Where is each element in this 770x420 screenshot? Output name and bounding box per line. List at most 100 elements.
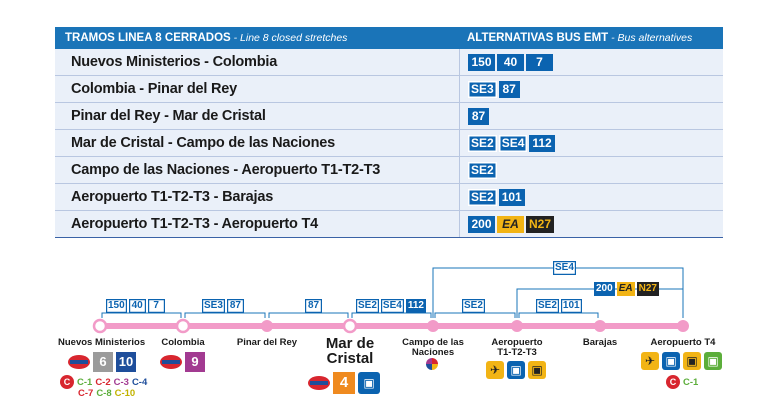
station-dot	[677, 320, 689, 332]
bus-list: 150 40 7	[468, 54, 553, 71]
bus-badge: 87	[305, 299, 322, 313]
bus-badge: SE4	[553, 261, 576, 275]
metro-line-badge: 4	[333, 372, 355, 394]
stretch-label: Colombia - Pinar del Rey	[71, 81, 238, 97]
bus-icon: ▣	[662, 352, 680, 370]
airport-t4-connections: ✈ ▣ ▣ ▣	[641, 352, 722, 370]
bus-badge: 7	[147, 299, 165, 313]
bus-badge: SE3	[202, 299, 225, 313]
cercanias-line: C-8	[96, 388, 112, 399]
bus-list: SE3 87	[468, 81, 520, 98]
bus-badge: 101	[498, 189, 525, 206]
cercanias-line: C-1	[683, 376, 699, 388]
bus-badge: SE3	[468, 81, 497, 98]
metro-logo-icon	[160, 355, 182, 369]
station-label: Aeropuerto T4	[650, 337, 716, 348]
bus-badge: 200	[594, 282, 615, 296]
stretch-label: Campo de las Naciones - Aeropuerto T1-T2…	[71, 162, 381, 178]
station-dot	[511, 320, 523, 332]
bus-badge: 150	[106, 299, 127, 313]
bus-badge: SE4	[380, 299, 404, 313]
metro-connections: 6 10	[68, 352, 136, 372]
metro-connections: 9	[160, 352, 205, 372]
airport-connections: ✈ ▣ ▣	[486, 361, 546, 379]
bus-list: SE2	[468, 162, 497, 179]
bus-badge: 200	[468, 216, 495, 233]
station-label: Colombia	[161, 337, 205, 348]
segment-buses: SE2 SE4 112	[356, 299, 426, 313]
metro-line-badge: 6	[93, 352, 113, 372]
station-label: Campo de las Naciones	[402, 337, 464, 358]
table-row: Campo de las Naciones - Aeropuerto T1-T2…	[55, 157, 723, 184]
metro-line-badge: 10	[116, 352, 136, 372]
table-row: Aeropuerto T1-T2-T3 - Aeropuerto T4 200 …	[55, 211, 723, 238]
station-dot	[594, 320, 606, 332]
bus-badge: 7	[526, 54, 553, 71]
bus-list: SE2 SE4 112	[468, 135, 555, 152]
bus-icon: ▣	[507, 361, 525, 379]
stretch-label: Aeropuerto T1-T2-T3 - Barajas	[71, 189, 274, 205]
bus-badge-airport-express: EA	[616, 282, 635, 296]
bus-badge: SE4	[498, 135, 528, 152]
bus-badge-night: N27	[636, 282, 659, 296]
cercanias-logo-icon: C	[60, 375, 74, 389]
bus-badge: 87	[468, 108, 489, 125]
bus-badge: 150	[468, 54, 495, 71]
table-row: Mar de Cristal - Campo de las Naciones S…	[55, 130, 723, 157]
table-row: Aeropuerto T1-T2-T3 - Barajas SE2 101	[55, 184, 723, 211]
bus-icon: ▣	[683, 352, 701, 370]
stretch-label: Nuevos Ministerios - Colombia	[71, 54, 278, 70]
stretch-label: Mar de Cristal - Campo de las Naciones	[71, 135, 335, 151]
segment-buses: SE3 87	[202, 299, 244, 313]
ifema-connection	[426, 358, 438, 370]
bus-badge: 101	[560, 299, 582, 313]
metro-logo-icon	[68, 355, 90, 369]
bus-icon: ▣	[358, 372, 380, 394]
cercanias-connections-2: C-7 C-8 C-10	[78, 388, 135, 399]
table-row: Nuevos Ministerios - Colombia 150 40 7	[55, 49, 723, 76]
station-dot	[342, 318, 358, 334]
bus-icon: ▣	[704, 352, 722, 370]
station-dot	[261, 320, 273, 332]
segment-buses: SE2	[462, 299, 485, 313]
table-row: Pinar del Rey - Mar de Cristal 87	[55, 103, 723, 130]
cercanias-line: C-2	[95, 376, 111, 388]
bus-badge: SE2	[536, 299, 559, 313]
metro-connections: 4 ▣	[308, 372, 380, 394]
closures-table: TRAMOS LINEA 8 CERRADOS - Line 8 closed …	[55, 27, 723, 238]
cercanias-logo-icon: C	[666, 375, 680, 389]
bus-badge-airport-express: EA	[497, 216, 524, 233]
segment-buses-t4: 200 EA N27	[594, 282, 659, 296]
header-bus-alternatives: ALTERNATIVAS BUS EMT - Bus alternatives	[467, 32, 693, 44]
plane-icon: ✈	[641, 352, 659, 370]
station-label: Mar de Cristal	[325, 335, 375, 367]
station-label: Barajas	[582, 337, 618, 348]
bus-badge: SE2	[468, 135, 497, 152]
bus-badge: 87	[226, 299, 244, 313]
bus-list: SE2 101	[468, 189, 525, 206]
segment-buses: SE2 101	[536, 299, 582, 313]
segment-buses: 87	[305, 299, 322, 313]
cercanias-line: C-7	[78, 388, 94, 399]
bus-badge: SE2	[468, 162, 497, 179]
header-closed-stretches: TRAMOS LINEA 8 CERRADOS - Line 8 closed …	[65, 32, 348, 44]
station-label: Aeropuerto T1-T2-T3	[491, 337, 543, 358]
stretch-label: Aeropuerto T1-T2-T3 - Aeropuerto T4	[71, 216, 319, 232]
bus-badge: 112	[405, 299, 426, 313]
ifema-logo-icon	[426, 358, 438, 370]
station-label: Nuevos Ministerios	[58, 337, 146, 348]
bus-badge: 112	[529, 135, 555, 152]
bus-list: 200 EA N27	[468, 216, 555, 233]
table-header: TRAMOS LINEA 8 CERRADOS - Line 8 closed …	[55, 27, 723, 49]
bus-badge: 40	[128, 299, 146, 313]
bus-icon: ▣	[528, 361, 546, 379]
bus-badge: SE2	[356, 299, 379, 313]
plane-icon: ✈	[486, 361, 504, 379]
cercanias-connections: C C-1 C-2 C-3 C-4	[60, 375, 147, 389]
stretch-label: Pinar del Rey - Mar de Cristal	[71, 108, 266, 124]
bus-badge-night: N27	[526, 216, 555, 233]
metro-line-badge: 9	[185, 352, 205, 372]
station-label: Pinar del Rey	[236, 337, 298, 348]
bus-badge: SE2	[468, 189, 497, 206]
